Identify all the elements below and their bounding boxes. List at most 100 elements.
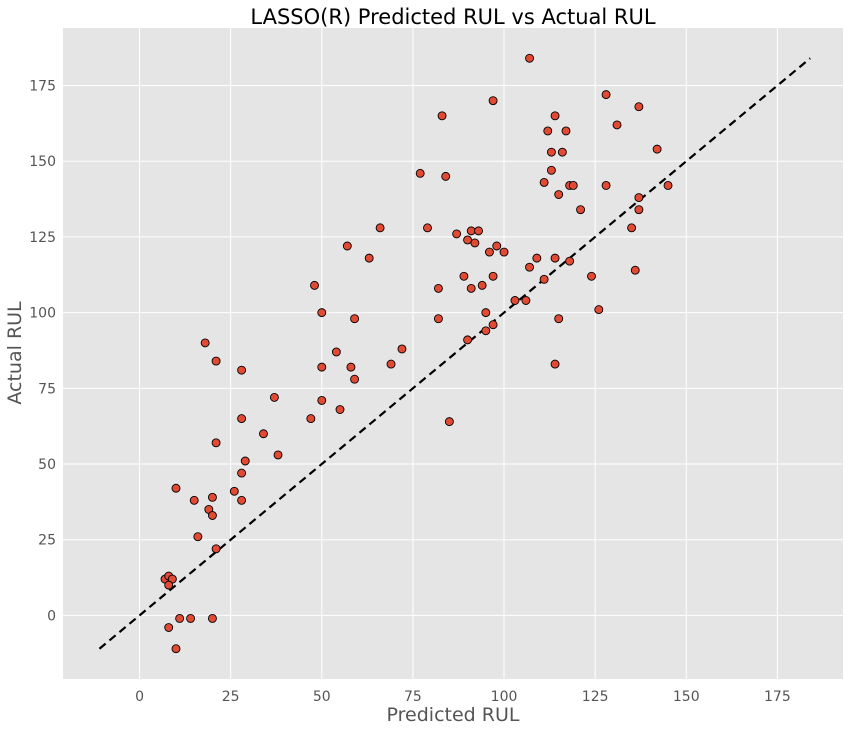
data-point	[492, 241, 502, 251]
y-tick-label: 175	[29, 79, 56, 95]
x-tick-label: 100	[491, 689, 518, 705]
data-point	[207, 492, 217, 502]
y-tick-label: 125	[29, 230, 56, 246]
data-point	[171, 483, 181, 493]
data-point	[433, 283, 443, 293]
data-point	[211, 544, 221, 554]
data-point	[397, 344, 407, 354]
data-points	[160, 53, 673, 654]
data-point	[525, 262, 534, 272]
data-point	[335, 405, 345, 414]
data-point	[481, 308, 491, 318]
y-tick-label: 25	[38, 533, 56, 549]
y-tick-label: 100	[29, 306, 56, 322]
data-point	[463, 335, 473, 345]
y-tick-label: 75	[38, 381, 56, 397]
data-point	[546, 165, 556, 175]
x-tick-label: 150	[673, 689, 700, 705]
data-point	[211, 356, 221, 366]
data-point	[539, 274, 549, 284]
x-tick-label: 25	[222, 689, 240, 705]
x-axis-label: Predicted RUL	[387, 704, 520, 726]
data-point	[499, 247, 509, 257]
data-point	[550, 253, 560, 263]
data-point	[415, 168, 425, 178]
data-point	[193, 532, 203, 542]
data-point	[350, 314, 360, 324]
data-point	[539, 177, 549, 187]
y-axis-label: Actual RUL	[4, 301, 26, 405]
data-point	[229, 486, 239, 496]
x-tick-label: 50	[313, 689, 331, 705]
data-point	[601, 181, 611, 190]
data-point	[601, 90, 611, 100]
data-point	[466, 283, 476, 293]
data-point	[317, 362, 327, 372]
data-point	[186, 613, 196, 623]
data-point	[331, 347, 341, 357]
y-tick-label: 0	[47, 608, 56, 624]
data-point	[484, 247, 494, 257]
x-tick-label: 175	[764, 689, 791, 705]
reference-line	[98, 57, 811, 650]
y-tick-label: 50	[38, 457, 56, 473]
data-point	[652, 144, 662, 154]
data-point	[342, 241, 352, 251]
data-point	[546, 147, 556, 157]
data-point	[375, 223, 385, 233]
data-point	[364, 253, 374, 263]
data-point	[237, 414, 247, 424]
data-point	[200, 338, 210, 348]
data-point	[346, 362, 356, 372]
x-tick-label: 0	[135, 689, 144, 705]
data-point	[444, 417, 454, 427]
data-point	[237, 495, 247, 505]
data-point	[634, 205, 644, 215]
data-point	[594, 305, 604, 315]
data-point	[317, 395, 327, 405]
data-point	[207, 613, 217, 623]
data-point	[273, 450, 283, 460]
data-point	[550, 111, 560, 121]
data-point	[459, 271, 469, 281]
data-point	[164, 623, 174, 632]
data-point	[481, 326, 491, 336]
data-point	[488, 271, 498, 281]
chart-title: LASSO(R) Predicted RUL vs Actual RUL	[250, 5, 655, 29]
data-point	[171, 644, 181, 654]
data-point	[510, 296, 520, 305]
data-point	[521, 296, 531, 305]
data-point	[175, 613, 185, 623]
data-point	[587, 271, 596, 281]
data-point	[630, 265, 640, 275]
data-point	[550, 359, 560, 369]
data-point	[310, 280, 319, 290]
data-point	[386, 359, 396, 369]
data-point	[441, 171, 451, 181]
data-point	[554, 190, 564, 199]
data-point	[452, 229, 462, 239]
data-point	[470, 238, 480, 248]
data-point	[317, 308, 327, 318]
data-point	[477, 280, 487, 290]
data-point	[437, 111, 447, 121]
data-point	[627, 223, 637, 233]
data-point	[532, 253, 542, 263]
data-point	[350, 374, 360, 384]
data-point	[433, 314, 443, 324]
data-point	[269, 392, 279, 402]
data-point	[488, 320, 498, 330]
data-point	[466, 226, 476, 236]
data-point	[474, 226, 483, 236]
data-point	[634, 102, 644, 112]
data-point	[423, 223, 432, 233]
data-point	[634, 193, 644, 203]
data-point	[237, 365, 247, 375]
x-tick-label: 125	[582, 689, 609, 705]
data-point	[554, 314, 564, 324]
data-point	[306, 414, 316, 424]
reference-line-layer	[98, 57, 811, 650]
data-point	[576, 205, 586, 215]
data-point	[237, 468, 247, 478]
